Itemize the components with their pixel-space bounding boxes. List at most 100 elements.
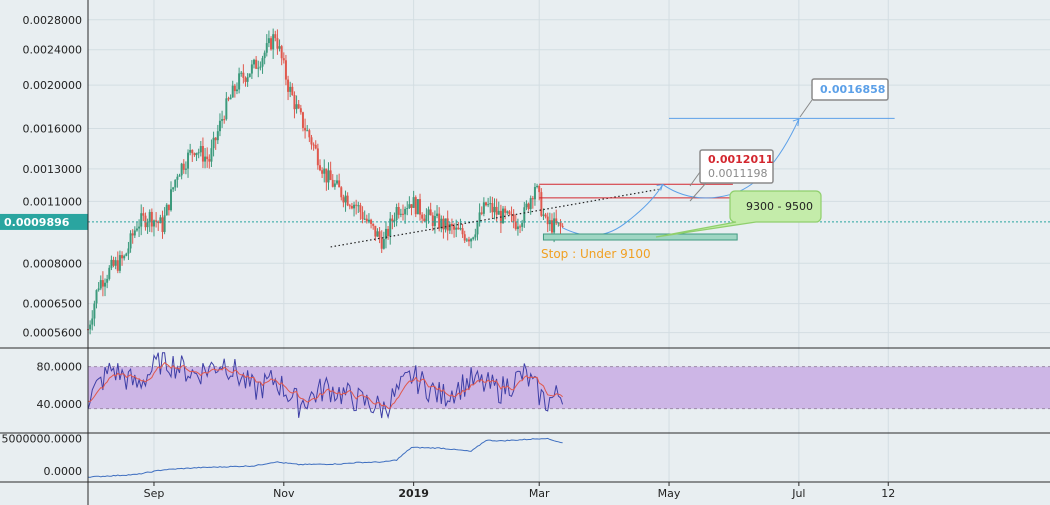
indicator-tick-label: 0.0000: [44, 465, 83, 478]
candle-body: [301, 112, 304, 128]
candle-body: [318, 165, 321, 171]
candle-body: [144, 215, 147, 228]
target-callout[interactable]: 0.0016858: [799, 78, 889, 118]
candle-body: [506, 211, 509, 213]
candle-body: [299, 108, 302, 113]
candle-body: [357, 205, 360, 207]
zone-callout[interactable]: 9300 - 9500: [655, 190, 822, 238]
candle-body: [284, 60, 287, 80]
candle-body: [235, 89, 238, 92]
candle-body: [380, 237, 383, 249]
candle-body: [457, 227, 460, 230]
candle-body: [355, 204, 358, 206]
rsi-tick-label: 80.0000: [37, 361, 83, 374]
candle-body: [310, 137, 313, 145]
resistance-callout-box: [699, 149, 774, 184]
candle-body: [487, 204, 490, 206]
candle-body: [274, 34, 277, 39]
candle-body: [414, 197, 417, 215]
candle-body: [304, 127, 307, 131]
candle-body: [123, 255, 126, 259]
candle-body: [514, 221, 517, 230]
candle-body: [484, 202, 487, 206]
price-tick-label: 0.0005600: [23, 327, 83, 340]
buy-zone-rect[interactable]: [542, 233, 738, 241]
candle-body: [170, 189, 173, 211]
resistance-callout-leader-1: [689, 171, 701, 187]
price-tick-label: 0.0016000: [23, 123, 83, 136]
candle-body: [478, 212, 481, 223]
candle-body: [114, 260, 117, 266]
projection-arrow-head-2: [656, 183, 664, 191]
target-callout-box: [811, 78, 889, 101]
candle-body: [344, 195, 347, 203]
price-tick-label: 0.0008000: [23, 257, 83, 270]
candle-body: [214, 137, 217, 141]
candle-body: [508, 211, 511, 215]
price-tick-label: 0.0028000: [23, 14, 83, 27]
candle-body: [444, 218, 447, 230]
candle-body: [229, 97, 232, 100]
candle-body: [363, 218, 366, 220]
candle-body: [338, 180, 341, 188]
resistance-callout-leader-2: [689, 182, 707, 202]
candle-body: [489, 203, 492, 205]
candle-body: [446, 218, 449, 231]
candle-body: [148, 211, 151, 223]
candle-body: [91, 318, 94, 325]
time-tick-label: Jul: [791, 487, 805, 500]
candle-body: [431, 215, 434, 226]
candle-body: [176, 176, 179, 180]
candle-body: [401, 213, 404, 215]
candle-body: [178, 175, 181, 177]
candle-body: [238, 73, 241, 90]
candle-body: [361, 212, 364, 220]
indicator-axis-ticks: 5000000.0000 0.0000: [2, 432, 82, 478]
candle-body: [248, 73, 251, 77]
support-trendline[interactable]: [330, 188, 659, 248]
candle-body: [189, 149, 192, 153]
candle-body: [131, 233, 134, 236]
candle-body: [419, 199, 422, 215]
resistance-callout[interactable]: 0.0012011 0.0011198: [689, 149, 774, 202]
candle-body: [425, 214, 428, 222]
candle-body: [191, 149, 194, 154]
candle-body: [474, 234, 477, 238]
candle-body: [421, 214, 424, 219]
rsi-panel[interactable]: 80.0000 40.0000: [37, 352, 1050, 420]
candle-body: [272, 34, 275, 50]
candle-body: [165, 204, 168, 216]
candle-body: [467, 239, 470, 242]
time-tick-label: 12: [881, 487, 895, 500]
candle-body: [159, 217, 162, 224]
candle-body: [280, 46, 283, 59]
candle-body: [510, 214, 513, 216]
candle-body: [542, 214, 545, 216]
time-tick-label: Mar: [529, 487, 550, 500]
candle-body: [172, 187, 175, 190]
candle-body: [393, 220, 396, 222]
candle-body: [99, 280, 102, 289]
candle-body: [374, 225, 377, 237]
candle-body: [384, 228, 387, 240]
candle-body: [157, 221, 160, 224]
current-price-tag: [0, 213, 88, 230]
candle-body: [340, 187, 343, 198]
candle-body: [197, 152, 200, 154]
candle-body: [372, 223, 375, 226]
candle-body: [561, 225, 564, 227]
candle-body: [327, 170, 330, 183]
candle-body: [255, 59, 258, 69]
candle-body: [331, 179, 334, 187]
candle-body: [527, 203, 530, 209]
zone-callout-shape: [655, 190, 822, 238]
candle-body: [242, 72, 245, 78]
candle-body: [116, 260, 119, 271]
time-tick-label: 2019: [398, 487, 429, 500]
indicator-panel[interactable]: 5000000.0000 0.0000: [2, 432, 563, 478]
candle-body: [433, 216, 436, 226]
candle-body: [448, 223, 451, 231]
price-panel[interactable]: 0.0016858 0.0012011 0.0011198 9300 - 950…: [0, 14, 1050, 340]
